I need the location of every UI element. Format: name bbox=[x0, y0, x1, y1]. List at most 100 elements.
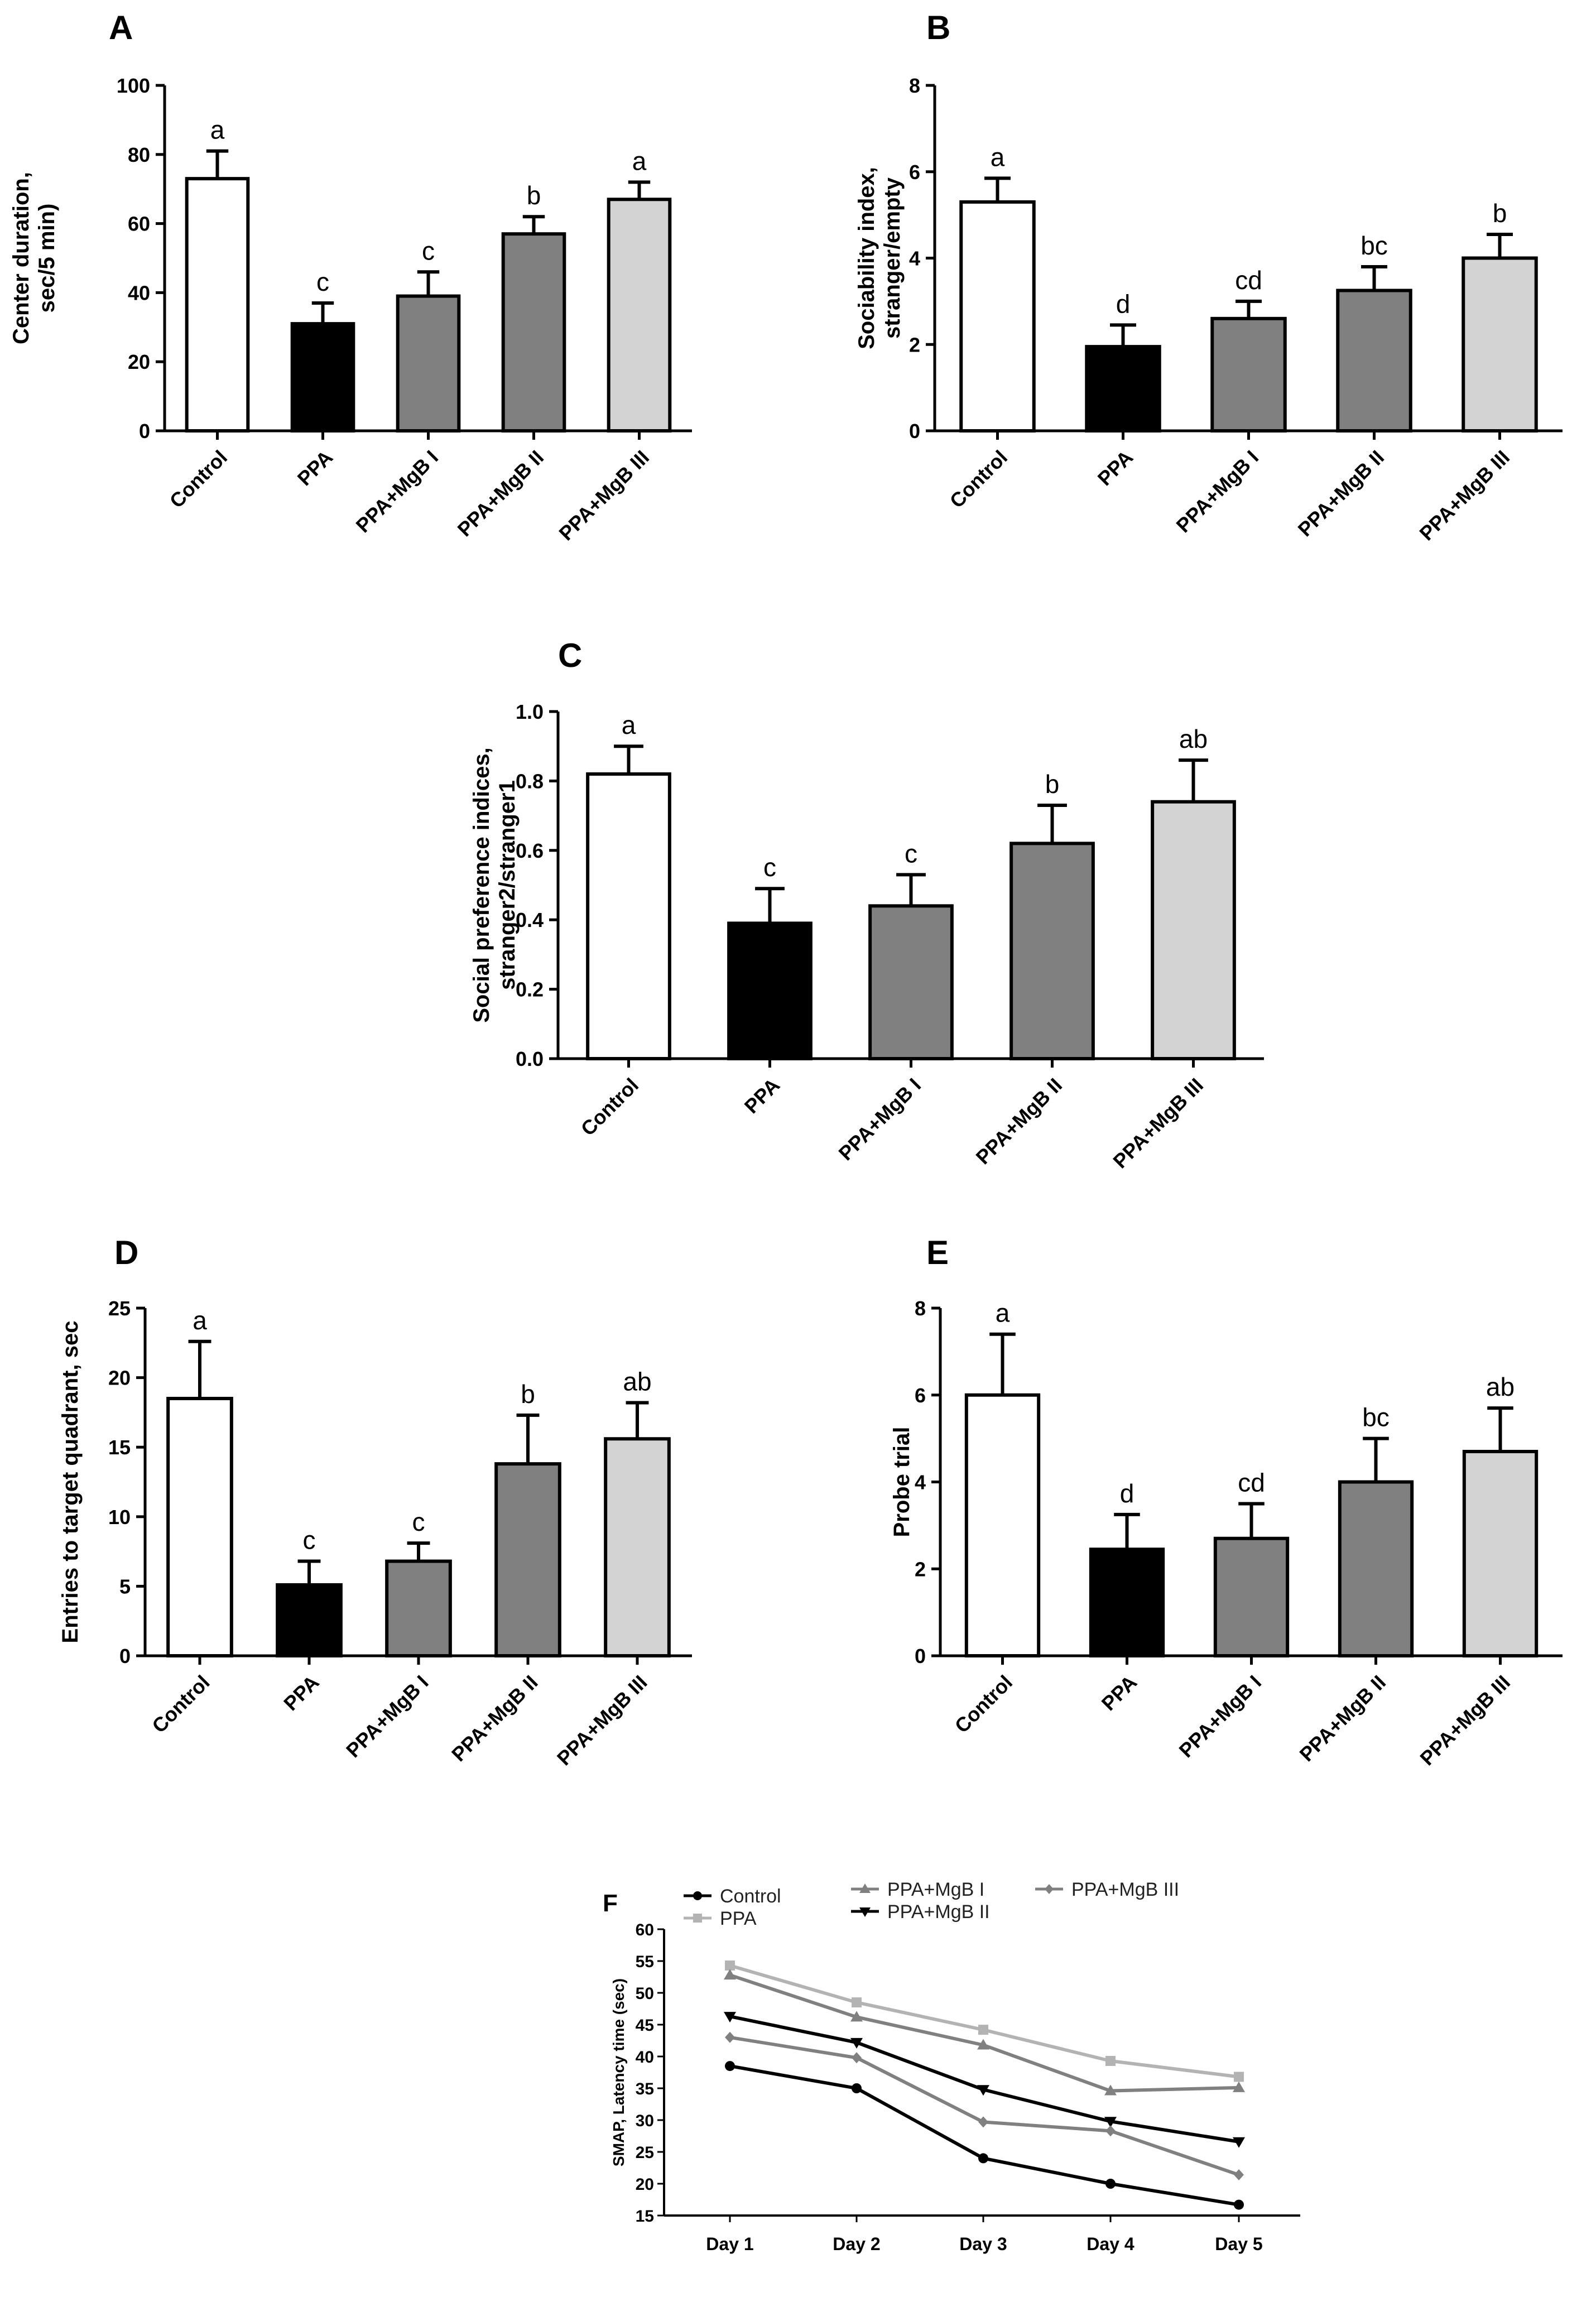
significance-letter: ab bbox=[623, 1367, 651, 1396]
x-category-label: PPA+MgB I bbox=[342, 1671, 433, 1762]
y-tick-label: 0 bbox=[915, 1645, 926, 1668]
marker bbox=[1105, 2179, 1116, 2189]
significance-letter: d bbox=[1120, 1479, 1134, 1508]
y-tick-label: 20 bbox=[636, 2175, 654, 2194]
y-tick-label: 60 bbox=[128, 213, 150, 236]
marker bbox=[1233, 2081, 1245, 2092]
significance-letter: c bbox=[905, 839, 917, 868]
legend-label: PPA+MgB I bbox=[887, 1879, 984, 1900]
y-tick-label: 40 bbox=[636, 2048, 654, 2067]
bar bbox=[185, 177, 250, 433]
significance-letter: b bbox=[527, 181, 541, 210]
significance-letter: a bbox=[193, 1306, 207, 1335]
marker bbox=[724, 2012, 736, 2023]
x-category-label: Control bbox=[165, 446, 232, 512]
marker bbox=[850, 2011, 863, 2022]
legend-label: PPA+MgB II bbox=[887, 1901, 990, 1923]
marker bbox=[725, 2061, 735, 2072]
bar bbox=[290, 322, 355, 433]
x-category-label: PPA bbox=[293, 446, 337, 490]
bar bbox=[727, 921, 813, 1061]
x-category-label: PPA+MgB III bbox=[1415, 1671, 1515, 1770]
y-tick-label: 15 bbox=[636, 2207, 654, 2226]
bar bbox=[1462, 1449, 1539, 1658]
y-tick-label: 2 bbox=[909, 333, 920, 356]
y-tick-label: 0 bbox=[139, 420, 150, 443]
bar bbox=[494, 1462, 561, 1657]
x-category-label: Control bbox=[950, 1671, 1017, 1737]
y-tick-label: 6 bbox=[909, 161, 920, 184]
significance-letter: a bbox=[632, 146, 647, 175]
x-tick-label: Day 4 bbox=[1087, 2234, 1134, 2254]
x-category-label: Control bbox=[147, 1671, 214, 1737]
chart-b: B 0 2 4 6 8 Sociability index, stranger/empty a C… bbox=[854, 9, 1563, 545]
x-category-label: PPA+MgB III bbox=[1415, 446, 1514, 545]
x-category-label: Control bbox=[576, 1074, 643, 1140]
marker bbox=[1104, 2084, 1117, 2096]
legend-item: PPA bbox=[684, 1908, 757, 1929]
y-tick-label: 0.4 bbox=[516, 909, 544, 931]
marker bbox=[1234, 2072, 1244, 2082]
x-tick-label: Day 1 bbox=[706, 2234, 753, 2254]
marker bbox=[850, 2038, 863, 2049]
bar bbox=[1338, 1480, 1414, 1657]
bar bbox=[1462, 256, 1538, 433]
significance-letter: d bbox=[1116, 289, 1131, 318]
x-category-label: PPA+MgB II bbox=[971, 1074, 1066, 1169]
legend-item: PPA+MgB II bbox=[851, 1901, 990, 1923]
series-ppa-mgb-iii bbox=[725, 2031, 1244, 2181]
y-tick-label: 5 bbox=[119, 1575, 131, 1598]
bar bbox=[1009, 842, 1095, 1060]
panel-label-a: A bbox=[109, 9, 133, 46]
y-axis-label: sec/5 min) bbox=[35, 204, 59, 313]
y-tick-label: 100 bbox=[117, 74, 150, 97]
x-category-label: PPA bbox=[740, 1074, 784, 1118]
y-tick-label: 45 bbox=[636, 2016, 654, 2035]
series-ppa-mgb-i bbox=[724, 1969, 1245, 2096]
y-tick-label: 25 bbox=[108, 1297, 131, 1320]
significance-letter: ab bbox=[1486, 1372, 1515, 1401]
marker bbox=[977, 2039, 989, 2050]
chart-a: A 0 20 40 60 80 100 Center duration, sec/5 min) a… bbox=[9, 9, 692, 545]
y-axis-label: Center duration, bbox=[9, 172, 33, 344]
x-category-label: PPA+MgB III bbox=[552, 1671, 652, 1770]
marker bbox=[1234, 2169, 1244, 2181]
significance-letter: cd bbox=[1235, 266, 1262, 295]
y-tick-label: 1.0 bbox=[516, 700, 544, 723]
panel-label-d: D bbox=[114, 1234, 138, 1271]
bar bbox=[959, 200, 1036, 433]
y-tick-label: 55 bbox=[636, 1953, 654, 1971]
significance-letter: a bbox=[210, 116, 225, 145]
legend-item: Control bbox=[684, 1886, 781, 1907]
bar bbox=[1151, 800, 1236, 1060]
significance-letter: a bbox=[622, 710, 636, 739]
marker bbox=[852, 2083, 862, 2093]
y-tick-label: 40 bbox=[128, 281, 150, 304]
marker bbox=[1234, 2199, 1244, 2210]
bar bbox=[607, 198, 672, 433]
marker bbox=[859, 1883, 871, 1893]
marker bbox=[852, 2052, 862, 2064]
y-axis-label: stranger/empty bbox=[880, 177, 905, 339]
x-category-label: PPA+MgB II bbox=[1293, 446, 1388, 541]
y-tick-label: 8 bbox=[909, 74, 920, 97]
marker bbox=[1045, 1884, 1054, 1894]
marker bbox=[852, 1997, 862, 2008]
bar bbox=[1336, 289, 1412, 433]
y-tick-label: 50 bbox=[636, 1984, 654, 2003]
marker bbox=[978, 2116, 988, 2128]
x-category-label: PPA+MgB I bbox=[1175, 1671, 1266, 1762]
legend-item: PPA+MgB I bbox=[851, 1879, 984, 1900]
bar bbox=[964, 1393, 1041, 1657]
legend-label: Control bbox=[720, 1886, 781, 1907]
marker bbox=[1105, 2055, 1116, 2066]
y-tick-label: 25 bbox=[636, 2144, 654, 2162]
panel-label-b: B bbox=[926, 9, 950, 46]
x-category-label: PPA+MgB I bbox=[352, 446, 443, 537]
marker bbox=[1105, 2125, 1116, 2137]
y-axis-label: Social preference indices, bbox=[469, 747, 494, 1023]
marker bbox=[725, 2031, 735, 2043]
bar bbox=[868, 904, 954, 1060]
x-category-label: PPA+MgB III bbox=[554, 446, 653, 545]
y-tick-label: 0 bbox=[119, 1645, 131, 1668]
